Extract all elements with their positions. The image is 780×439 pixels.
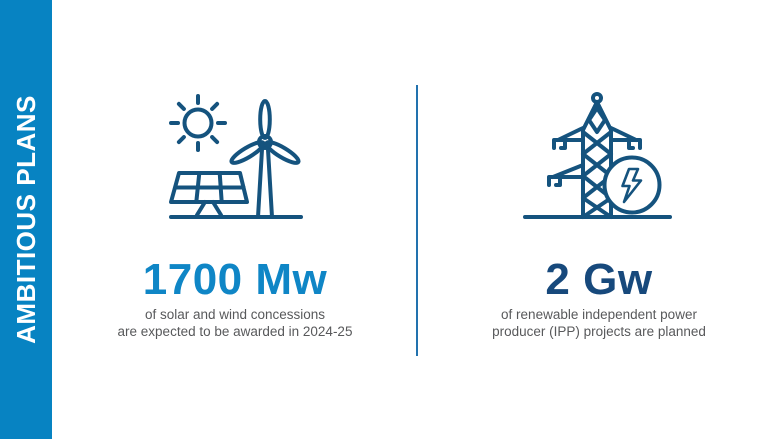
transmission-tower-lightning-icon (523, 92, 672, 219)
sidebar: AMBITIOUS PLANS (0, 0, 52, 439)
lightning-circle (602, 155, 662, 215)
lightning-bolt-icon (621, 167, 643, 204)
right-stat-value: 2 Gw (545, 255, 653, 304)
sidebar-title: AMBITIOUS PLANS (10, 95, 41, 344)
sun-solar-panel-wind-turbine-icon (169, 94, 303, 219)
left-stat-description-line1: of solar and wind concessions (144, 307, 326, 322)
right-stat-description: of renewable independent power producer … (418, 307, 780, 340)
left-stat-value: 1700 Mw (142, 255, 328, 304)
right-stat-description-line1: of renewable independent power (501, 307, 697, 322)
right-stat-description-line2: producer (IPP) projects are planned (492, 323, 706, 339)
section-divider (416, 85, 418, 356)
left-stat-description: of solar and wind concessions are expect… (52, 307, 418, 340)
left-stat-description-line2: are expected to be awarded in 2024-25 (117, 323, 353, 339)
